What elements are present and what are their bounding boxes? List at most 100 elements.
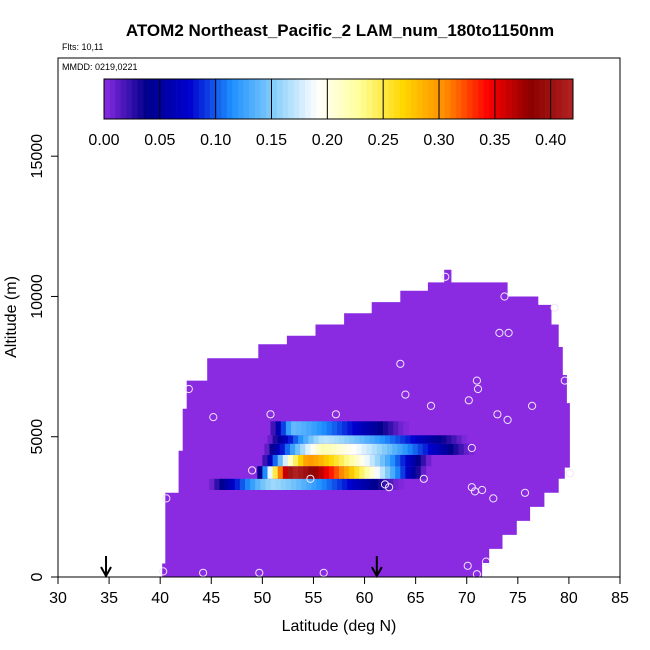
heatmap-cell (417, 443, 424, 455)
x-tick-label: 50 (253, 590, 271, 607)
flight-markers-layer (100, 556, 383, 579)
heatmap-cell (342, 478, 348, 490)
x-tick-label: 75 (509, 590, 527, 607)
colorbar-cell (388, 79, 395, 119)
heatmap-cell (390, 466, 396, 479)
sample-point (396, 359, 405, 368)
heatmap-cell (290, 443, 296, 455)
heatmap-cell (393, 478, 399, 490)
heatmap-cell (410, 466, 416, 479)
colorbar-cell (126, 79, 133, 119)
heatmap-cell (420, 455, 427, 467)
heatmap-cell (287, 466, 294, 479)
colorbar-cell (405, 79, 412, 119)
colorbar-cell (383, 79, 390, 119)
colorbar-cell (466, 79, 473, 119)
heatmap-cell (420, 435, 427, 444)
sample-point (331, 410, 340, 419)
colorbar-cell (288, 79, 295, 119)
heatmap-cell (224, 478, 231, 490)
sample-point (550, 303, 559, 312)
heatmap-cell (431, 435, 437, 444)
heatmap-cell (346, 443, 352, 455)
heatmap-cell (354, 455, 360, 467)
heatmap-cell (267, 455, 273, 467)
heatmap-cell (367, 421, 374, 436)
heatmap-cell (270, 478, 276, 490)
heatmap-cell (285, 421, 292, 436)
x-tick-label: 55 (305, 590, 323, 607)
heatmap-cell (331, 478, 338, 490)
colorbar-cell (372, 79, 378, 119)
heatmap-cell (320, 443, 327, 455)
heatmap-cell (306, 478, 312, 490)
heatmap-cell (339, 435, 345, 444)
heatmap-cell (463, 443, 470, 455)
heatmap-cell (441, 435, 447, 444)
heatmap-cell (282, 455, 289, 467)
heatmap-cell (372, 421, 379, 436)
heatmap-cell (422, 443, 429, 455)
heatmap-cell (316, 478, 322, 490)
heatmap-cell (274, 443, 281, 455)
colorbar-cell (198, 79, 205, 119)
colorbar-cell (422, 79, 429, 119)
dates-label: MMDD: 0219,0221 (62, 62, 138, 72)
heatmap-cell (405, 435, 411, 444)
flight-marker-arrow (100, 556, 112, 579)
heatmap-cell (298, 435, 304, 444)
heatmap-cell (385, 466, 391, 479)
colorbar-tick-label: 0.30 (423, 132, 454, 149)
heatmap-cell (341, 443, 347, 455)
heatmap-cell (239, 478, 246, 490)
colorbar-cell (545, 79, 551, 119)
heatmap-cell (270, 421, 276, 436)
y-axis-label: Altitude (m) (3, 276, 20, 358)
heatmap-cell (369, 435, 376, 444)
heatmap-cell (354, 435, 360, 444)
colorbar-cell (277, 79, 283, 119)
colorbar-cell (550, 79, 557, 119)
heatmap-cell (311, 478, 317, 490)
heatmap-cell (333, 455, 340, 467)
heatmap-cell (277, 455, 284, 467)
heatmap-cell (293, 455, 299, 467)
heatmap-cell (291, 421, 297, 436)
colorbar-tick-label: 0.35 (479, 132, 510, 149)
heatmap-cell (277, 466, 284, 479)
heatmap-cell (374, 435, 381, 444)
heatmap-cell (234, 478, 241, 490)
heatmap-cell (393, 421, 399, 436)
sample-point (482, 557, 491, 566)
heatmap-cell (296, 421, 302, 436)
heatmap-cell (374, 466, 381, 479)
heatmap-cell (255, 478, 261, 490)
heatmap-cell (282, 466, 289, 479)
colorbar-cell (293, 79, 300, 119)
heatmap-cell (407, 443, 413, 455)
heatmap-cell (279, 443, 286, 455)
heatmap-cell (400, 435, 406, 444)
x-axis: 30 35 40 45 50 55 60 65 70 75 80 85 (49, 577, 629, 607)
heatmap-cell (318, 435, 325, 444)
heatmap-cell (321, 421, 328, 436)
flights-label: Flts: 10,11 (62, 42, 103, 52)
heatmap-cell (295, 443, 301, 455)
sample-point (441, 272, 450, 281)
colorbar-cell (109, 79, 116, 119)
heatmap-cell (342, 421, 348, 436)
heatmap-cell (461, 435, 468, 444)
heatmap-cell (468, 443, 475, 455)
heatmap-cell (427, 443, 434, 455)
heatmap-cell (293, 435, 299, 444)
colorbar-tick-label: 0.25 (368, 132, 399, 149)
x-tick-label: 65 (407, 590, 425, 607)
sample-point (565, 469, 575, 478)
colorbar-ticks: 0.00 0.05 0.10 0.15 0.20 0.25 0.30 0.35 0.40 (88, 79, 566, 149)
heatmap-cell (219, 478, 225, 490)
heatmap-cell (291, 478, 297, 490)
colorbar-cell (439, 79, 445, 119)
colorbar-cell (310, 79, 317, 119)
heatmap-cell (335, 443, 342, 455)
